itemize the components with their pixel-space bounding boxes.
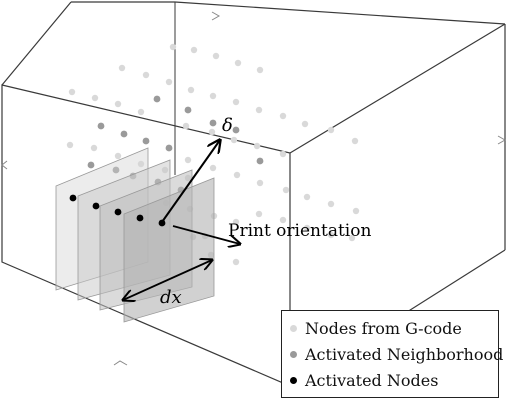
legend-item-gcode: Nodes from G-code	[290, 317, 462, 339]
delta-label: δ	[222, 115, 233, 136]
gcode-node	[91, 94, 99, 102]
box-edge-top-back	[174, 1, 506, 25]
gcode-node	[232, 218, 240, 226]
activated-nodes-group	[69, 194, 166, 227]
neighborhood-node	[153, 95, 161, 103]
neighborhood-node	[209, 119, 217, 127]
neighborhood-node	[142, 137, 150, 145]
gcode-node	[142, 71, 150, 79]
gcode-node	[282, 186, 290, 194]
box-edge-top-right	[289, 23, 506, 154]
gcode-node	[169, 43, 177, 51]
gcode-node	[208, 128, 216, 136]
legend-label-activated: Activated Nodes	[305, 370, 439, 390]
gcode-node	[232, 98, 240, 106]
gcode-node	[301, 120, 309, 128]
legend-label-gcode: Nodes from G-code	[305, 318, 462, 338]
gcode-node	[114, 152, 122, 160]
gcode-node	[137, 160, 145, 168]
gcode-node	[256, 66, 264, 74]
gcode-nodes-group	[66, 43, 360, 266]
neighborhood-node	[120, 130, 128, 138]
neighborhood-nodes-group	[87, 95, 264, 194]
legend-dot-activated-icon	[290, 376, 297, 384]
gcode-node	[209, 92, 217, 100]
gcode-node	[184, 156, 192, 164]
gcode-node	[303, 224, 311, 232]
gcode-node	[68, 88, 76, 96]
gcode-node	[327, 200, 335, 208]
gcode-node	[279, 216, 287, 224]
activated-node	[114, 208, 122, 216]
activated-node	[136, 214, 144, 222]
gcode-node	[209, 164, 217, 172]
legend-label-neighborhood: Activated Neighborhood	[305, 344, 504, 364]
neighborhood-node	[165, 144, 173, 152]
legend-item-neighborhood: Activated Neighborhood	[290, 343, 503, 365]
gcode-node	[118, 64, 126, 72]
gcode-node	[234, 59, 242, 67]
neighborhood-node	[87, 161, 95, 169]
gcode-node	[190, 46, 198, 54]
delta-arrow	[161, 140, 220, 223]
print-orientation-label: Print orientation	[228, 221, 371, 241]
gcode-node	[327, 231, 335, 239]
gcode-node	[352, 207, 360, 215]
neighborhood-node	[97, 122, 105, 130]
box-edge-top-left	[1, 1, 72, 86]
legend-item-activated: Activated Nodes	[290, 369, 438, 391]
print-orientation-arrow	[172, 225, 240, 244]
activated-node	[92, 202, 100, 210]
gcode-node	[137, 108, 145, 116]
gcode-node	[327, 126, 335, 134]
neighborhood-node	[232, 126, 240, 134]
gcode-node	[232, 258, 240, 266]
gcode-node	[256, 179, 264, 187]
gcode-node	[255, 106, 263, 114]
gcode-node	[182, 122, 190, 130]
gcode-node	[212, 52, 220, 60]
gcode-node	[279, 112, 287, 120]
gcode-node	[114, 100, 122, 108]
gcode-node	[279, 150, 287, 158]
activated-node	[69, 194, 77, 202]
legend-dot-gcode-icon	[290, 324, 297, 332]
neighborhood-node	[256, 157, 264, 165]
gcode-node	[165, 78, 173, 86]
gcode-node	[253, 142, 261, 150]
legend: Nodes from G-code Activated Neighborhood…	[281, 310, 503, 398]
gcode-node	[351, 137, 359, 145]
tick-marks	[1, 11, 507, 366]
dx-arrow	[123, 260, 212, 300]
neighborhood-node	[112, 166, 120, 174]
gcode-node	[348, 234, 356, 242]
dx-label: dx	[160, 287, 182, 308]
gcode-node	[303, 193, 311, 201]
gcode-node	[233, 171, 241, 179]
gcode-node	[255, 210, 263, 218]
legend-dot-neighborhood-icon	[290, 350, 297, 358]
gcode-node	[230, 136, 238, 144]
activation-planes	[55, 147, 215, 323]
gcode-node	[90, 144, 98, 152]
neighborhood-node	[184, 106, 192, 114]
gcode-node	[66, 141, 74, 149]
gcode-node	[187, 86, 195, 94]
